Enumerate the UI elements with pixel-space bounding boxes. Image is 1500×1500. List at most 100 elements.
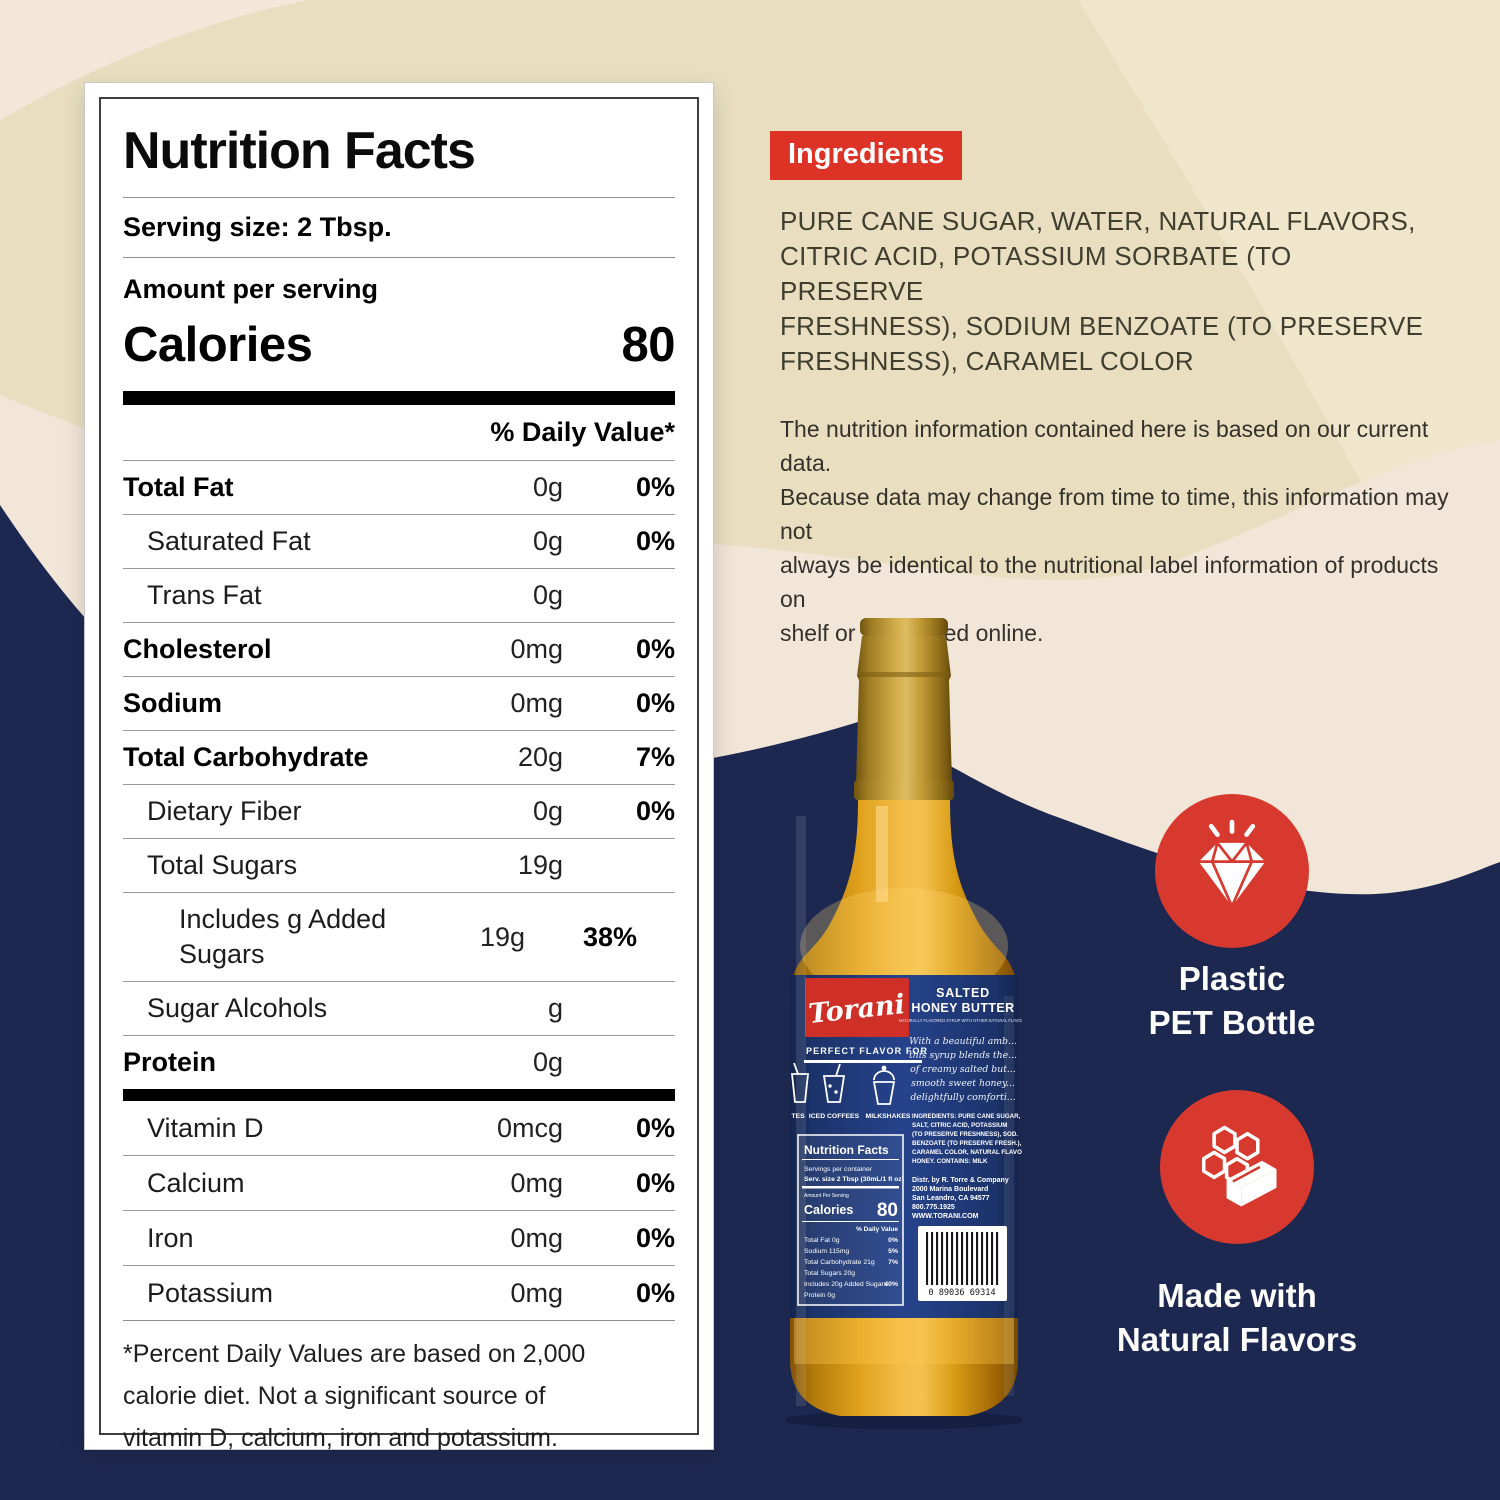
mini-nf-row-label: Total Carbohydrate 21g: [804, 1259, 875, 1266]
nutrient-dv: 0%: [635, 472, 675, 502]
distributor-line: Distr. by R. Torre & Company: [912, 1177, 1009, 1184]
nutrient-amount: 0g: [532, 580, 563, 610]
ingredients-line: FRESHNESS), SODIUM BENZOATE (TO PRESERVE: [780, 311, 1424, 341]
nutrition-disclaimer: The nutrition information contained here…: [780, 412, 1460, 650]
nutrient-amount: 0mcg: [496, 1112, 563, 1143]
nutrient-row-calcium: Calcium 0mg 0%: [123, 1155, 675, 1210]
nutrient-dv: 0%: [635, 1277, 675, 1308]
mini-nf-calories-label: Calories: [804, 1203, 853, 1217]
nutrient-row-saturated-fat: Saturated Fat 0g 0%: [123, 514, 675, 568]
mini-nf-row-dv: 0%: [888, 1237, 898, 1244]
distributor-line: San Leandro, CA 94577: [912, 1195, 990, 1202]
perfect-flavor-for: PERFECT FLAVOR FOR: [806, 1046, 928, 1056]
use-label-iced-coffees: ICED COFFEES: [809, 1113, 860, 1120]
nutrient-amount: 19g: [479, 921, 525, 952]
nutrient-label: Cholesterol: [123, 634, 272, 664]
nutrient-amount: 19g: [517, 850, 563, 880]
daily-value-header: % Daily Value*: [490, 417, 675, 447]
nutrient-label: Iron: [147, 1222, 194, 1253]
nutrient-row-sugar-alcohols: Sugar Alcohols g: [123, 981, 675, 1035]
nutrient-row-sodium: Sodium 0mg 0%: [123, 676, 675, 730]
syrup-bottle: Torani PERFECT FLAVOR FOR TES ICED COFFE…: [786, 618, 1022, 1429]
badge-line: Natural Flavors: [1116, 1321, 1358, 1358]
nutrient-dv: 0%: [635, 1167, 675, 1198]
nutrient-row-total-sugars: Total Sugars 19g: [123, 838, 675, 892]
nutrient-label: Calcium: [147, 1167, 245, 1198]
nutrition-facts-title: Nutrition Facts: [123, 122, 476, 180]
badge-line: Made with: [1157, 1277, 1317, 1314]
ingredients-text: PURE CANE SUGAR, WATER, NATURAL FLAVORS,…: [780, 204, 1440, 379]
mini-nf-serv-size: Serv. size 2 Tbsp (30mL/1 fl oz): [804, 1176, 904, 1183]
serving-suggestion-icons: [790, 1062, 896, 1105]
glass-sheen: [1004, 996, 1014, 1396]
mini-nf-row-dv: 40%: [884, 1281, 898, 1288]
nutrient-amount: 0mg: [510, 688, 563, 718]
mini-ingredients-line: INGREDIENTS: PURE CANE SUGAR,: [912, 1113, 1021, 1120]
divider: [123, 197, 675, 198]
mini-nf-row-label: Includes 20g Added Sugars: [804, 1281, 888, 1288]
use-label-milkshakes: MILKSHAKES: [866, 1113, 911, 1120]
nutrient-dv: 0%: [635, 1112, 675, 1143]
disclaimer-line: always be identical to the nutritional l…: [780, 552, 1439, 612]
gold-cap: [854, 618, 954, 800]
nutrient-amount: 20g: [517, 742, 563, 772]
mini-ingredients-line: HONEY. CONTAINS: MILK: [912, 1158, 988, 1165]
mini-nf-row-label: Total Sugars 20g: [804, 1270, 855, 1277]
use-label-partial: TES: [791, 1113, 805, 1120]
description-line: With a beautiful amb...: [909, 1036, 1017, 1047]
top-left-pink-wave: [0, 0, 310, 120]
natural-flavors-label: Made with Natural Flavors: [1077, 1274, 1397, 1362]
mini-ingredients-line: CARAMEL COLOR, NATURAL FLAVORS,: [912, 1149, 1022, 1156]
ingredients-line: CITRIC ACID, POTASSIUM SORBATE (TO PRESE…: [780, 241, 1292, 306]
calories-label: Calories: [123, 318, 313, 372]
mini-nf-row-label: Protein 0g: [804, 1292, 835, 1299]
nutrient-label: Vitamin D: [147, 1112, 264, 1143]
calories-row: Calories 80: [123, 309, 675, 391]
calories-value: 80: [621, 318, 675, 372]
nutrient-amount: 0mg: [510, 1167, 563, 1198]
distributor-line: WWW.TORANI.COM: [912, 1213, 979, 1220]
description-line: smooth sweet honey...: [911, 1078, 1015, 1089]
thick-bar: [123, 391, 675, 405]
badge-line: PET Bottle: [1148, 1004, 1316, 1041]
cherry: [881, 1065, 887, 1071]
mini-nf-row-label: Total Fat 0g: [804, 1237, 840, 1244]
nutrition-facts-border: Nutrition Facts Serving size: 2 Tbsp. Am…: [99, 97, 699, 1452]
nutrient-label: Potassium: [147, 1277, 274, 1308]
nutrient-amount: 0g: [532, 526, 563, 556]
description-line: this syrup blends the...: [909, 1050, 1017, 1061]
nutrient-label: Total Fat: [123, 472, 234, 502]
mini-nf-title: Nutrition Facts: [804, 1143, 889, 1157]
nutrient-row-cholesterol: Cholesterol 0mg 0%: [123, 622, 675, 676]
mini-nutrition-panel: Nutrition Facts Servings per container S…: [797, 1134, 904, 1306]
badge-line: Plastic: [1178, 960, 1286, 997]
ingredients-heading: Ingredients: [770, 131, 963, 180]
bottle-label: Torani PERFECT FLAVOR FOR TES ICED COFFE…: [790, 975, 1022, 1318]
milkshake-icon: [873, 1070, 895, 1081]
diamond-icon: [1198, 819, 1266, 907]
nutrient-label: Trans Fat: [147, 580, 262, 610]
divider: [123, 1320, 675, 1321]
mini-nf-servings: Servings per container: [804, 1166, 873, 1173]
torani-logo-box: [805, 978, 909, 1037]
footnote-line: *Percent Daily Values are based on 2,000: [123, 1340, 586, 1368]
nutrient-amount: 0mg: [510, 1277, 563, 1308]
pet-bottle-label: Plastic PET Bottle: [1072, 957, 1392, 1045]
barcode-digits: 0 89036 69314: [928, 1288, 995, 1298]
nutrient-label: Includes g Added Sugars: [179, 903, 387, 969]
nutrient-row-trans-fat: Trans Fat 0g: [123, 568, 675, 622]
distributor-line: 800.775.1925: [912, 1204, 955, 1211]
nutrient-row-protein: Protein 0g: [123, 1035, 675, 1089]
serving-size: Serving size: 2 Tbsp.: [123, 212, 392, 242]
liquid-bottom-band: [794, 1318, 1014, 1364]
mini-ingredients-line: SALT, CITRIC ACID, POTASSIUM: [912, 1122, 1007, 1129]
thick-bar: [123, 1089, 675, 1101]
honeycomb-butter-icon: [1201, 1125, 1277, 1207]
nutrient-label: Total Sugars: [147, 850, 298, 880]
nutrient-row-added-sugars: Includes g Added Sugars 19g 38%: [123, 892, 675, 981]
nutrient-label: Saturated Fat: [147, 526, 311, 556]
distributor-info: Distr. by R. Torre & Company 2000 Marina…: [912, 1177, 1009, 1220]
daily-value-footnote: *Percent Daily Values are based on 2,000…: [123, 1321, 675, 1459]
nutrient-label: Protein: [123, 1047, 217, 1077]
